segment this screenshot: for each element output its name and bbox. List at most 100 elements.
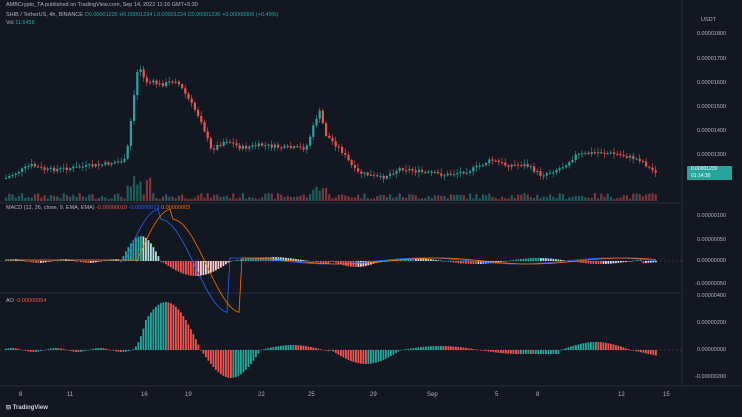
- ao-histogram-bar: [487, 350, 490, 352]
- volume-bar: [5, 197, 8, 201]
- ao-histogram-bar: [562, 349, 565, 350]
- volume-bar: [49, 195, 52, 201]
- volume-bar: [568, 197, 571, 201]
- ao-histogram-bar: [555, 350, 557, 354]
- candle-body: [235, 143, 238, 146]
- volume-bar: [293, 197, 296, 201]
- volume-bar: [561, 194, 564, 201]
- volume-bar: [616, 198, 619, 201]
- ao-histogram-bar: [447, 346, 450, 350]
- macd-histogram-bar: [250, 258, 252, 261]
- ao-histogram-bar: [437, 346, 440, 350]
- price-axis-label: 0.00001800: [696, 31, 726, 37]
- macd-histogram-bar: [592, 261, 595, 264]
- candle-body: [341, 147, 344, 153]
- candle-body: [507, 165, 510, 167]
- volume-bar: [382, 195, 385, 201]
- ao-histogram-bar: [370, 350, 372, 364]
- symbol-label[interactable]: SHIB / TetherUS, 4h, BINANCE: [6, 12, 83, 18]
- candle-body: [142, 69, 145, 78]
- candle-body: [344, 152, 347, 155]
- ao-histogram-bar: [627, 349, 630, 350]
- candle-body: [277, 144, 280, 148]
- currency-label: USDT: [701, 17, 716, 23]
- volume-bar: [296, 196, 299, 201]
- ao-histogram-bar: [72, 350, 75, 352]
- volume-bar: [120, 196, 123, 201]
- ao-histogram-bar: [37, 350, 40, 352]
- candle-body: [526, 164, 529, 167]
- candle-body: [289, 146, 292, 149]
- candle-body: [94, 164, 97, 167]
- ao-histogram-bar: [387, 350, 390, 358]
- volume-bar: [43, 195, 46, 201]
- volume-bar: [574, 196, 577, 201]
- macd-histogram-bar: [242, 259, 245, 261]
- macd-line-value: -0.00000013: [128, 205, 160, 211]
- macd-histogram-bar: [595, 261, 597, 264]
- ao-histogram-bar: [22, 350, 25, 351]
- ao-histogram-bar: [620, 346, 622, 350]
- ao-histogram-bar: [655, 350, 657, 356]
- candle-body: [510, 164, 513, 167]
- candle-body: [286, 145, 289, 147]
- ao-histogram-bar: [412, 348, 415, 350]
- ao-histogram-bar: [610, 343, 612, 350]
- candle-body: [437, 171, 440, 174]
- candle-body: [126, 145, 129, 159]
- candle-body: [88, 164, 91, 166]
- ao-histogram-bar: [45, 349, 47, 351]
- ao-histogram-bar: [67, 350, 70, 351]
- ao-histogram-bar: [632, 350, 635, 351]
- ao-histogram-bar: [287, 345, 290, 350]
- ao-axis-label: 0.00000200: [696, 320, 726, 326]
- volume-bar: [190, 198, 193, 201]
- ao-histogram-bar: [457, 347, 460, 350]
- macd-histogram-bar: [50, 261, 52, 262]
- macd-histogram-bar: [515, 259, 517, 261]
- macd-histogram-bar: [525, 258, 527, 261]
- ao-histogram-bar: [607, 343, 610, 350]
- candle-body: [216, 144, 219, 150]
- candle-body: [273, 144, 276, 148]
- ao-histogram-bar: [525, 350, 527, 354]
- ao-histogram-bar: [415, 347, 417, 350]
- macd-histogram-bar: [467, 261, 470, 264]
- last-price-value: 0.00001230: [691, 166, 718, 172]
- macd-histogram-bar: [255, 257, 257, 261]
- ao-histogram-bar: [265, 348, 267, 350]
- ao-histogram-bar: [260, 350, 262, 351]
- macd-histogram-bar: [462, 261, 465, 264]
- ao-histogram-bar: [470, 348, 472, 350]
- macd-histogram-bar: [80, 261, 82, 263]
- ao-histogram-bar: [320, 349, 322, 350]
- candle-body: [197, 109, 200, 116]
- candle-body: [302, 147, 305, 150]
- macd-histogram-bar: [47, 261, 50, 262]
- ao-histogram-bar: [120, 350, 122, 352]
- ao-label[interactable]: AO: [6, 298, 14, 304]
- candle-body: [309, 136, 312, 146]
- candle-body: [603, 152, 606, 154]
- ao-histogram-bar: [547, 350, 550, 354]
- candle-body: [152, 80, 155, 83]
- macd-histogram-bar: [82, 261, 85, 263]
- ao-histogram-bar: [107, 349, 110, 350]
- macd-label[interactable]: MACD (12, 26, close, 9, EMA, EMA): [6, 205, 95, 211]
- volume-bar: [472, 198, 475, 201]
- ao-histogram-bar: [442, 346, 445, 350]
- time-axis-label: 11: [67, 392, 74, 398]
- volume-bar: [536, 194, 539, 201]
- candle-body: [382, 175, 385, 179]
- macd-histogram-bar: [455, 261, 457, 263]
- candle-body: [312, 125, 315, 137]
- macd-histogram-bar: [317, 261, 320, 263]
- ao-histogram-bar: [47, 349, 50, 350]
- macd-histogram-bar: [25, 260, 27, 262]
- candle-body: [369, 174, 372, 176]
- macd-histogram-bar: [477, 261, 480, 264]
- volume-bar: [533, 198, 536, 201]
- macd-histogram-bar: [392, 259, 395, 261]
- macd-histogram-bar: [100, 261, 102, 262]
